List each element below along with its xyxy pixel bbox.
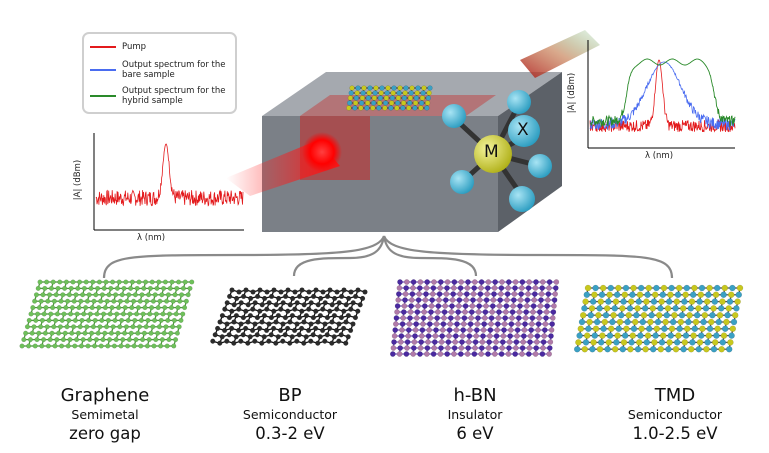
material-gap: 6 eV [456,424,494,443]
graphene-lattice [19,279,195,349]
right-plot-ylabel: |A| (dBm) [567,72,578,114]
legend-label: Output spectrum for the hybrid sample [122,86,226,106]
metal-atom [474,135,512,173]
material-name: TMD [654,385,696,406]
output-beam [520,30,600,78]
input-spot [302,132,342,172]
tmd-lattice [574,284,744,353]
left-plot-xlabel: λ (nm) [137,233,166,243]
pump-trace-right [589,59,736,133]
pump-trace [95,143,244,207]
metal-atom-label: M [484,142,499,162]
material-gap: 0.3-2 eV [255,424,325,443]
pump-spectrum-plot [93,133,244,231]
right-plot-xlabel: λ (nm) [645,151,674,161]
material-graphene: Graphene Semimetal zero gap [30,385,180,445]
material-class: Semiconductor [242,407,338,422]
material-name: Graphene [60,385,150,406]
hybrid-tmd-layer [346,85,433,111]
material-hbn: h-BN Insulator 6 eV [400,385,550,445]
hbn-lattice [389,279,560,357]
legend-label: Output spectrum for the bare sample [122,60,226,80]
material-gap: zero gap [69,424,141,443]
hybrid-sample-trace [589,58,736,128]
material-brace [102,235,674,279]
legend-swatch-hybrid [90,95,116,97]
left-plot-ylabel: |A| (dBm) [73,159,84,201]
legend-swatch-pump [90,46,116,48]
material-class: Semiconductor [627,407,723,422]
chalcogen-atom [508,115,540,147]
material-class: Semimetal [71,407,139,422]
material-class: Insulator [447,407,503,422]
bp-lattice [210,287,368,346]
legend-swatch-bare [90,69,116,71]
material-name: BP [278,385,302,406]
bare-sample-trace [589,61,736,131]
output-spectrum-plot [587,40,736,149]
material-tmd: TMD Semiconductor 1.0-2.5 eV [600,385,750,445]
legend-label: Pump [122,42,147,52]
material-bp: BP Semiconductor 0.3-2 eV [215,385,365,445]
chalcogen-atom-label: X [517,120,529,140]
legend: Pump Output spectrum for the bare sample… [82,32,237,114]
material-gap: 1.0-2.5 eV [632,424,718,443]
tmd-molecule [442,90,552,212]
material-name: h-BN [453,385,497,406]
